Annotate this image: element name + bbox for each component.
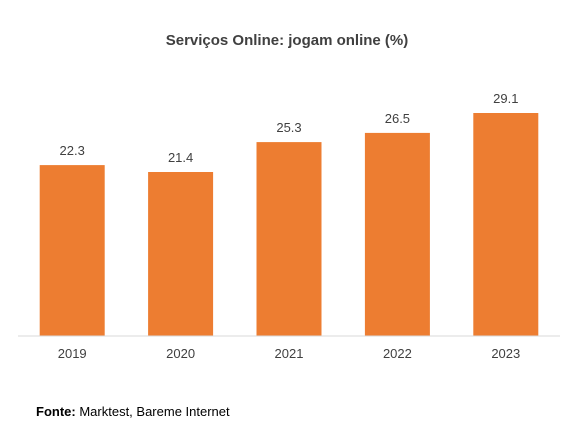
bar-2019 (39, 165, 105, 336)
x-tick-label-2023: 2023 (491, 346, 520, 361)
data-label-2021: 25.3 (276, 120, 301, 135)
x-tick-label-2022: 2022 (383, 346, 412, 361)
bars-group (39, 113, 539, 336)
bar-2022 (364, 132, 430, 336)
bar-2020 (148, 172, 214, 336)
value-labels-group: 22.3 21.4 25.3 26.5 29.1 (60, 91, 519, 165)
data-label-2022: 26.5 (385, 111, 410, 126)
source-text: Marktest, Bareme Internet (79, 404, 230, 419)
data-label-2023: 29.1 (493, 91, 518, 106)
data-label-2019: 22.3 (60, 143, 85, 158)
bar-2021 (256, 142, 322, 336)
bar-2023 (473, 113, 539, 336)
source-note: Fonte: Marktest, Bareme Internet (36, 404, 230, 419)
x-tick-label-2021: 2021 (275, 346, 304, 361)
x-tick-label-2020: 2020 (166, 346, 195, 361)
x-tick-labels-group: 2019 2020 2021 2022 2023 (58, 346, 521, 361)
data-label-2020: 21.4 (168, 150, 193, 165)
source-label: Fonte: (36, 404, 76, 419)
x-tick-label-2019: 2019 (58, 346, 87, 361)
chart-title: Serviços Online: jogam online (%) (166, 32, 409, 49)
